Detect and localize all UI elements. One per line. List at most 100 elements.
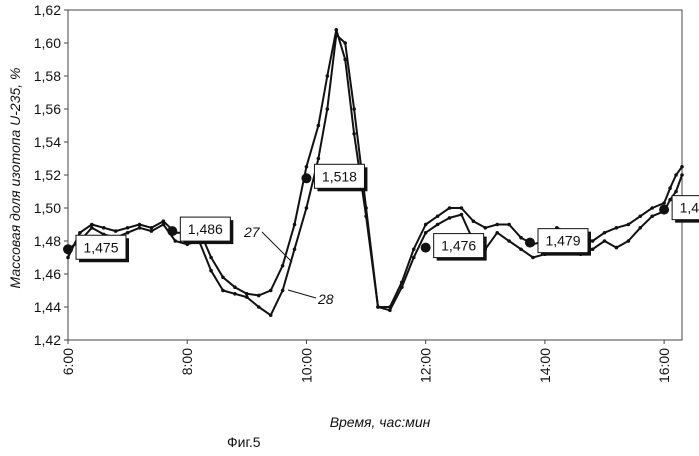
data-point	[126, 231, 130, 235]
data-point	[138, 223, 142, 227]
data-point	[364, 206, 368, 210]
data-point	[424, 223, 428, 227]
data-point	[448, 216, 452, 220]
annotation-callout: 1,479	[525, 229, 591, 256]
data-point	[615, 226, 619, 230]
annotation-label: 1,476	[441, 238, 476, 254]
x-axis-ticks: 6:008:0010:0012:0014:0016:00	[60, 340, 672, 383]
data-point	[352, 132, 356, 136]
y-axis-title: Массовая доля изотопа U-235, %	[7, 68, 23, 289]
data-point	[680, 173, 684, 177]
data-point	[334, 33, 338, 37]
data-point	[495, 223, 499, 227]
series-line-28	[68, 35, 682, 315]
data-point	[674, 173, 678, 177]
series-line-27	[68, 30, 682, 307]
data-point	[638, 214, 642, 218]
data-point	[269, 289, 273, 293]
data-point	[507, 223, 511, 227]
data-point	[305, 206, 309, 210]
data-point	[209, 269, 213, 273]
y-tick-label: 1,62	[34, 2, 61, 18]
data-point	[519, 236, 523, 240]
x-tick-label: 14:00	[537, 348, 553, 383]
data-point	[317, 124, 321, 128]
data-point	[448, 206, 452, 210]
data-point	[90, 223, 94, 227]
data-point	[400, 285, 404, 289]
data-point	[668, 186, 672, 190]
data-point	[650, 214, 654, 218]
data-point	[66, 256, 70, 260]
series-leader-28	[288, 290, 316, 298]
annotation-marker	[167, 226, 177, 236]
y-tick-label: 1,56	[34, 101, 61, 117]
x-tick-label: 16:00	[656, 348, 672, 383]
annotation-callout: 1,476	[421, 234, 487, 261]
x-tick-label: 8:00	[179, 348, 195, 375]
data-point	[293, 223, 297, 227]
data-point	[126, 226, 130, 230]
series-layer	[66, 28, 684, 317]
data-point	[293, 247, 297, 251]
data-point	[102, 226, 106, 230]
x-tick-label: 10:00	[298, 348, 314, 383]
data-point	[650, 206, 654, 210]
data-point	[257, 305, 261, 309]
data-point	[326, 74, 330, 78]
data-point	[388, 309, 392, 313]
data-point	[519, 247, 523, 251]
data-point	[221, 276, 225, 280]
y-tick-label: 1,44	[34, 299, 61, 315]
x-tick-label: 6:00	[60, 348, 76, 375]
annotation-label: 1,518	[322, 168, 357, 184]
data-point	[507, 239, 511, 243]
data-point	[424, 231, 428, 235]
y-tick-label: 1,52	[34, 167, 61, 183]
series-label-28: 28	[317, 291, 334, 307]
data-point	[352, 107, 356, 111]
data-point	[591, 239, 595, 243]
data-point	[114, 229, 118, 233]
data-point	[343, 41, 347, 45]
data-point	[662, 201, 666, 205]
annotation-marker	[421, 243, 431, 253]
data-point	[460, 213, 464, 217]
data-point	[412, 256, 416, 260]
annotation-marker	[301, 173, 311, 183]
data-point	[436, 214, 440, 218]
data-point	[150, 226, 154, 230]
annotation-callout: 1,475	[63, 235, 129, 262]
y-tick-label: 1,58	[34, 68, 61, 84]
figure-caption: Фиг.5	[227, 434, 261, 450]
data-point	[138, 226, 142, 230]
data-point	[269, 313, 273, 317]
data-point	[680, 165, 684, 169]
data-point	[162, 219, 166, 223]
data-point	[233, 292, 237, 296]
data-point	[245, 292, 249, 296]
data-point	[162, 223, 166, 227]
data-point	[495, 231, 499, 235]
data-point	[460, 206, 464, 210]
data-point	[591, 247, 595, 251]
data-point	[615, 246, 619, 250]
data-point	[305, 165, 309, 169]
data-point	[376, 305, 380, 309]
data-point	[603, 231, 607, 235]
data-point	[221, 289, 225, 293]
data-point	[638, 226, 642, 230]
data-point	[150, 229, 154, 233]
data-point	[674, 190, 678, 194]
annotation-marker	[525, 238, 535, 248]
data-point	[472, 219, 476, 223]
data-point	[233, 285, 237, 289]
data-point	[627, 223, 631, 227]
data-point	[257, 294, 261, 298]
data-point	[174, 239, 178, 243]
data-point	[627, 239, 631, 243]
data-point	[317, 157, 321, 161]
y-tick-label: 1,48	[34, 233, 61, 249]
annotation-label: 1,499	[680, 200, 699, 216]
y-tick-label: 1,60	[34, 35, 61, 51]
